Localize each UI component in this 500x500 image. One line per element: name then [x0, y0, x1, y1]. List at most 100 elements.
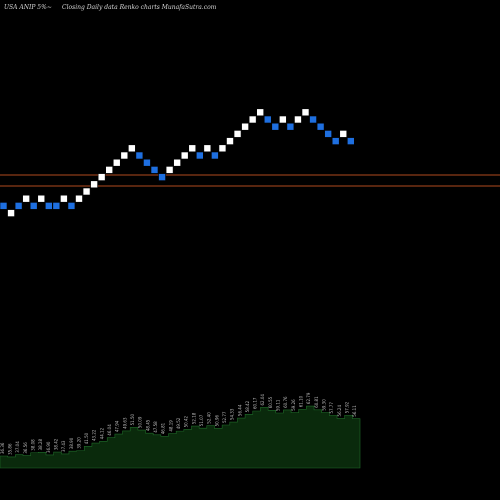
- volume-label: 36.56: [23, 442, 28, 454]
- volume-label: 50.96: [214, 415, 219, 427]
- renko-brick-down: [346, 137, 355, 145]
- renko-brick-down: [196, 151, 204, 160]
- volume-area: [0, 405, 361, 469]
- volume-label: 60.76: [283, 396, 288, 408]
- renko-brick-up: [128, 144, 136, 153]
- volume-label: 54.33: [230, 408, 235, 420]
- renko-brick-up: [173, 158, 181, 167]
- volume-label: 38.08: [30, 439, 35, 451]
- renko-brick-up: [105, 166, 113, 174]
- renko-brick-down: [158, 173, 166, 181]
- volume-label: 61.10: [299, 395, 304, 407]
- renko-brick-down: [324, 130, 332, 138]
- renko-brick-down: [263, 115, 272, 124]
- volume-label: 43.22: [92, 429, 97, 441]
- renko-brick-down: [67, 202, 76, 210]
- volume-label: 44.12: [99, 427, 104, 439]
- renko-brick-up: [97, 173, 106, 181]
- volume-label: 47.58: [153, 421, 158, 433]
- volume-label: 46.04: [107, 424, 112, 436]
- brick-group: [0, 108, 355, 217]
- renko-brick-down: [211, 151, 219, 160]
- renko-brick-up: [90, 180, 98, 189]
- volume-label: 49.52: [176, 417, 181, 429]
- renko-brick-up: [112, 158, 121, 167]
- header-symbol: USA ANIP 5%~: [4, 4, 52, 11]
- volume-label: 48.19: [168, 420, 173, 432]
- volume-label: 49.63: [122, 417, 127, 429]
- renko-brick-down: [135, 151, 144, 160]
- volume-label: 37.04: [15, 441, 20, 453]
- volume-label: 36.36: [0, 442, 5, 454]
- volume-label: 36.90: [46, 441, 51, 453]
- volume-label: 48.45: [145, 419, 150, 431]
- renko-brick-down: [14, 202, 23, 210]
- volume-label: 46.81: [161, 422, 166, 434]
- renko-brick-up: [248, 115, 257, 124]
- volume-label: 51.50: [130, 413, 135, 425]
- volume-label: 60.55: [268, 396, 273, 408]
- renko-brick-down: [331, 137, 340, 145]
- header-title: Closing Daily data Renko charts MunafaSu…: [62, 4, 217, 11]
- volume-label: 35.86: [7, 443, 12, 455]
- renko-brick-down: [271, 122, 280, 131]
- volume-label: 52.18: [191, 412, 196, 424]
- volume-label: 59.11: [276, 399, 281, 411]
- renko-brick-up: [279, 115, 287, 124]
- volume-label: 59.26: [291, 399, 296, 411]
- volume-label: 56.44: [237, 404, 242, 416]
- renko-brick-up: [7, 209, 15, 217]
- volume-label: 50.09: [138, 416, 143, 428]
- volume-label: 38.90: [69, 437, 74, 449]
- renko-brick-down: [143, 158, 151, 167]
- renko-brick-down: [150, 166, 159, 174]
- volume-label: 59.30: [322, 399, 327, 411]
- renko-brick-down: [29, 202, 38, 210]
- renko-brick-up: [37, 194, 46, 203]
- renko-brick-down: [52, 202, 61, 210]
- volume-label: 38.42: [53, 438, 58, 450]
- volume-label: 62.04: [260, 394, 265, 406]
- renko-brick-down: [309, 115, 317, 124]
- renko-brick-up: [60, 194, 68, 203]
- volume-label: 47.94: [115, 420, 120, 432]
- volume-label: 38.28: [38, 438, 43, 450]
- volume-label: 58.42: [245, 400, 250, 412]
- renko-brick-down: [286, 122, 295, 131]
- renko-brick-down: [0, 202, 8, 210]
- renko-brick-up: [120, 151, 129, 160]
- renko-brick-up: [82, 187, 91, 196]
- volume-label: 39.20: [76, 437, 81, 449]
- renko-brick-up: [22, 194, 30, 203]
- renko-brick-up: [233, 130, 242, 138]
- renko-brick-up: [226, 137, 234, 145]
- volume-label: 62.79: [306, 392, 311, 404]
- renko-brick-up: [301, 108, 310, 117]
- volume-label: 56.24: [337, 405, 342, 417]
- renko-brick-up: [218, 144, 227, 153]
- renko-brick-up: [165, 166, 174, 174]
- renko-brick-up: [188, 144, 197, 153]
- renko-brick-up: [339, 130, 348, 138]
- volume-label: 56.11: [352, 405, 357, 417]
- volume-label: 51.07: [199, 414, 204, 426]
- volume-label: 60.17: [253, 397, 258, 409]
- volume-label: 37.43: [61, 440, 66, 452]
- renko-brick-down: [316, 122, 325, 131]
- renko-brick-up: [203, 144, 212, 153]
- volume-label: 57.92: [345, 401, 350, 413]
- volume-label: 41.50: [84, 432, 89, 444]
- volume-label: 52.77: [222, 411, 227, 423]
- renko-brick-up: [241, 122, 249, 131]
- volume-panel: 36.36 35.86 37.04 36.56 38.08 38.28 36.90 38.42…: [0, 392, 361, 469]
- renko-brick-down: [44, 202, 53, 210]
- volume-label: 57.77: [329, 402, 334, 414]
- renko-brick-up: [256, 108, 265, 117]
- renko-brick-up: [294, 115, 302, 124]
- renko-brick-up: [75, 194, 83, 203]
- renko-brick-up: [180, 151, 189, 160]
- volume-label: 52.40: [207, 412, 212, 424]
- volume-label: 60.81: [314, 396, 319, 408]
- volume-label: 50.42: [184, 416, 189, 428]
